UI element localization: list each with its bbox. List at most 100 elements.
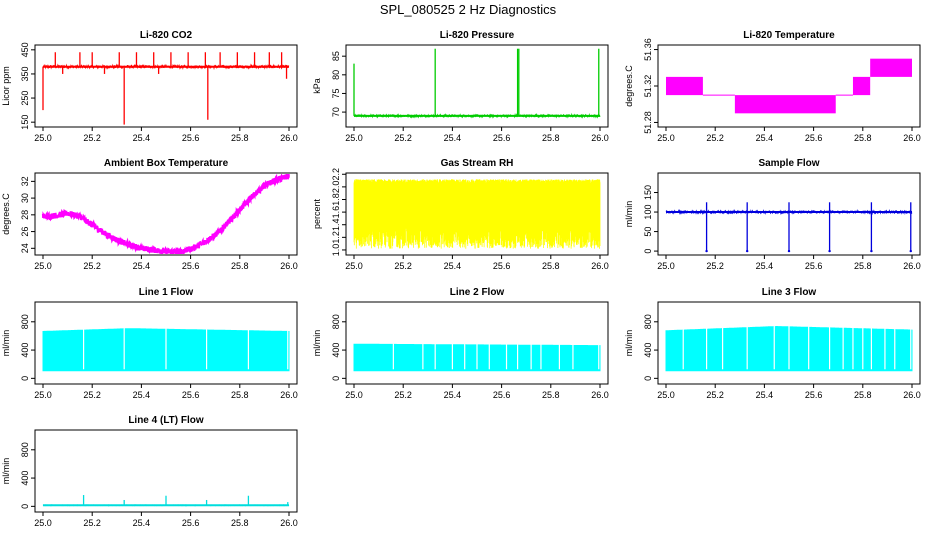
x-tick-label: 26.0 <box>280 133 298 143</box>
chart-panel-sample: Sample Flow ml/min 25.0 25.2 25.4 25.6 25.8 26.… <box>624 158 921 271</box>
y-tick-label: 70 <box>331 107 341 117</box>
x-tick-label: 26.0 <box>903 133 921 143</box>
series-point <box>870 249 873 253</box>
y-tick-label: 400 <box>643 343 653 358</box>
y-tick-label: 0 <box>643 249 653 254</box>
x-tick-label: 25.8 <box>542 390 560 400</box>
plot-frame <box>657 172 921 256</box>
data-layer <box>42 495 290 507</box>
x-tick-label: 25.6 <box>493 390 511 400</box>
x-tick-label: 25.8 <box>231 390 249 400</box>
chart-panel-line2: Line 2 Flow ml/min 25.0 25.2 25.4 25.6 25.8 26.… <box>312 287 609 400</box>
series-line <box>41 174 290 254</box>
x-tick-label: 25.6 <box>805 133 823 143</box>
x-tick-label: 25.8 <box>231 518 249 528</box>
x-tick-label: 25.6 <box>182 390 200 400</box>
y-axis-label: percent <box>312 198 322 229</box>
x-tick-label: 25.0 <box>34 518 52 528</box>
y-axis-label: degrees.C <box>624 65 634 107</box>
data-layer <box>41 174 290 254</box>
x-tick-label: 25.2 <box>83 518 101 528</box>
x-tick-label: 25.6 <box>493 133 511 143</box>
y-axis-label: ml/min <box>1 458 11 485</box>
y-axis-label: ml/min <box>624 201 634 228</box>
y-tick-label: 250 <box>20 91 30 106</box>
chart-title: Line 3 Flow <box>762 287 817 298</box>
x-tick-label: 25.4 <box>133 133 151 143</box>
series-point <box>909 249 912 253</box>
x-tick-label: 25.0 <box>34 390 52 400</box>
y-tick-label: 150 <box>643 185 653 200</box>
x-tick-label: 25.2 <box>83 261 101 271</box>
y-axis-label: kPa <box>312 78 322 94</box>
chart-panel-line1: Line 1 Flow ml/min 25.0 25.2 25.4 25.6 25.8 26.… <box>1 287 298 400</box>
series-band <box>353 179 601 249</box>
x-tick-label: 25.6 <box>182 518 200 528</box>
x-tick-label: 25.2 <box>706 390 724 400</box>
x-tick-label: 25.6 <box>805 390 823 400</box>
plot-frame <box>34 44 298 128</box>
page-title: SPL_080525 2 Hz Diagnostics <box>379 2 557 17</box>
data-layer <box>353 179 601 249</box>
y-tick-label: 400 <box>20 343 30 358</box>
y-tick-label: 80 <box>331 70 341 80</box>
plot-frame <box>345 301 609 385</box>
y-tick-label: 75 <box>331 88 341 98</box>
x-tick-label: 26.0 <box>903 390 921 400</box>
chart-panel-line3: Line 3 Flow ml/min 25.0 25.2 25.4 25.6 25.8 26.… <box>624 287 921 400</box>
y-tick-label: 1.2 <box>331 231 341 244</box>
y-tick-label: 400 <box>20 471 30 486</box>
chart-title: Li-820 Temperature <box>743 30 835 41</box>
y-tick-label: 0 <box>20 504 30 509</box>
chart-panel-pressure: Li-820 Pressure kPa 25.0 25.2 25.4 25.6 25.8 26… <box>312 30 609 143</box>
y-tick-label: 0 <box>331 376 341 381</box>
x-tick-label: 25.4 <box>444 261 462 271</box>
x-tick-label: 25.4 <box>756 133 774 143</box>
y-tick-label: 50 <box>643 227 653 237</box>
chart-panel-co2: Li-820 CO2 Licor ppm 25.0 25.2 25.4 25.6 25.8 2… <box>1 30 298 143</box>
plot-frame <box>657 301 921 385</box>
x-tick-label: 25.8 <box>542 261 560 271</box>
y-tick-label: 28 <box>20 210 30 220</box>
x-tick-label: 25.2 <box>83 390 101 400</box>
y-tick-label: 800 <box>331 314 341 329</box>
x-tick-label: 25.6 <box>182 261 200 271</box>
y-tick-label: 51.36 <box>643 38 653 61</box>
x-tick-label: 25.0 <box>345 390 363 400</box>
y-tick-label: 51.32 <box>643 75 653 98</box>
series-step-band <box>870 58 912 77</box>
y-tick-label: 1.4 <box>331 218 341 231</box>
x-tick-label: 25.2 <box>394 261 412 271</box>
x-tick-label: 26.0 <box>280 390 298 400</box>
chart-panel-line4: Line 4 (LT) Flow ml/min 25.0 25.2 25.4 25.6 25… <box>1 415 298 528</box>
x-tick-label: 26.0 <box>280 518 298 528</box>
y-tick-label: 100 <box>643 205 653 220</box>
series-point <box>787 249 791 253</box>
y-tick-label: 0 <box>20 376 30 381</box>
y-tick-label: 1.0 <box>331 244 341 257</box>
y-tick-label: 800 <box>20 442 30 457</box>
x-tick-label: 25.4 <box>756 390 774 400</box>
y-tick-label: 26 <box>20 227 30 237</box>
x-tick-label: 25.0 <box>34 133 52 143</box>
x-tick-label: 25.8 <box>231 261 249 271</box>
chart-title: Ambient Box Temperature <box>104 158 229 169</box>
x-tick-label: 25.4 <box>133 390 151 400</box>
y-tick-label: 0 <box>643 376 653 381</box>
y-tick-label: 30 <box>20 193 30 203</box>
y-tick-label: 350 <box>20 66 30 81</box>
x-tick-label: 25.0 <box>34 261 52 271</box>
data-layer <box>42 52 290 125</box>
chart-panel-ambient: Ambient Box Temperature degrees.C 25.0 25.2… <box>1 158 298 271</box>
series-step-band <box>666 76 703 96</box>
chart-title: Li-820 CO2 <box>140 30 193 41</box>
y-tick-label: 1.8 <box>331 193 341 206</box>
y-axis-label: ml/min <box>624 330 634 357</box>
series-point <box>828 249 831 253</box>
chart-title: Line 2 Flow <box>450 287 505 298</box>
y-axis-label: ml/min <box>1 330 11 357</box>
plot-frame <box>345 172 609 256</box>
data-layer <box>42 327 290 372</box>
x-tick-label: 25.2 <box>394 133 412 143</box>
x-tick-label: 25.0 <box>345 261 363 271</box>
